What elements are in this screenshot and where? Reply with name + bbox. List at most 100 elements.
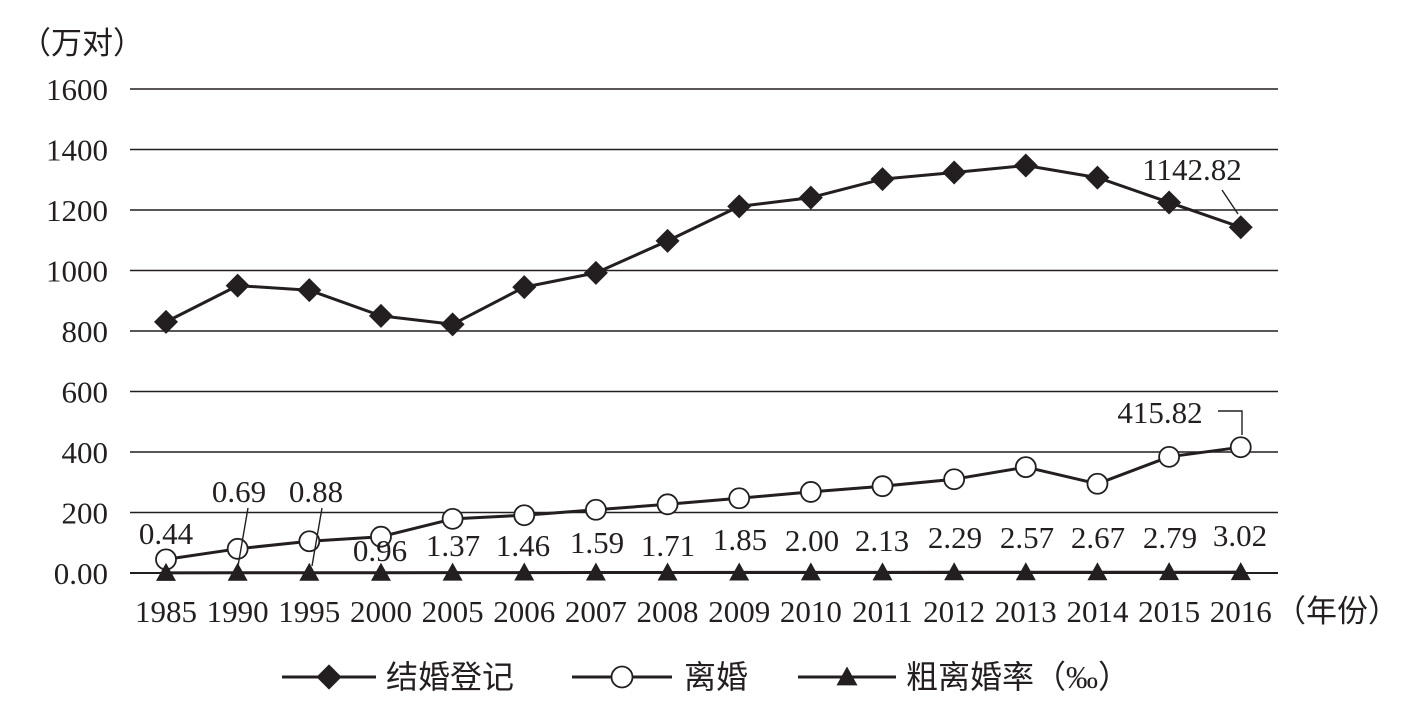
data-point-circle <box>298 530 321 553</box>
data-label: 2.57 <box>1000 520 1054 555</box>
x-tick-label: 2013 <box>995 594 1057 629</box>
data-point-diamond <box>1157 190 1182 215</box>
data-point-triangle <box>227 562 248 581</box>
y-tick-label: 200 <box>62 496 109 531</box>
data-point-triangle <box>1230 562 1251 581</box>
x-tick-label: 2011 <box>852 594 913 629</box>
leader-line <box>1221 189 1239 215</box>
legend-marker-diamond <box>316 664 342 690</box>
data-point-circle <box>1014 456 1037 479</box>
legend-label: 结婚登记 <box>386 659 514 695</box>
x-tick-label: 2010 <box>780 594 842 629</box>
data-point-triangle <box>800 562 821 581</box>
data-label: 1.37 <box>426 528 480 563</box>
data-point-triangle <box>514 562 535 581</box>
x-tick-label: 2015 <box>1138 594 1200 629</box>
x-tick-label: 2000 <box>350 594 412 629</box>
y-tick-label: 1000 <box>46 254 108 289</box>
y-tick-label: 600 <box>62 375 109 410</box>
data-point-triangle <box>729 562 750 581</box>
data-label: 1.46 <box>496 528 550 563</box>
legend: 结婚登记 离婚 粗离婚率（‰） <box>282 659 1130 695</box>
data-point-diamond <box>440 312 465 337</box>
y-axis-label: （万对） <box>20 26 144 61</box>
leader-line <box>237 507 249 567</box>
y-tick-label: 1600 <box>46 72 108 107</box>
data-point-circle <box>441 507 464 530</box>
legend-label: 离婚 <box>684 659 748 695</box>
series-group <box>154 153 1253 581</box>
x-tick-label: 2008 <box>637 594 699 629</box>
data-point-diamond <box>225 273 250 298</box>
data-point-triangle <box>299 562 320 581</box>
data-point-circle <box>370 525 392 548</box>
series-line <box>165 445 1241 561</box>
leader-line <box>311 507 323 567</box>
data-label: 2.67 <box>1071 520 1125 555</box>
leader-line <box>1218 410 1243 435</box>
data-label: 1.59 <box>570 525 624 560</box>
data-label: 2.13 <box>855 523 909 558</box>
x-tick-labels: 1985 1990 1995 2000 2005 2006 2007 2008 2009 2010… <box>135 594 1272 629</box>
data-label: 3.02 <box>1213 518 1267 553</box>
x-tick-label: 2012 <box>923 594 985 629</box>
legend-marker-circle <box>610 665 634 689</box>
x-tick-label: 2007 <box>565 594 627 629</box>
data-label: 1.71 <box>641 528 695 563</box>
annotation-label: 415.82 <box>1117 395 1202 430</box>
x-tick-label: 1985 <box>135 594 197 629</box>
y-tick-label: 1400 <box>46 133 108 168</box>
data-point-circle <box>1158 445 1180 468</box>
data-point-triangle <box>1159 562 1180 581</box>
data-label: 0.96 <box>353 533 407 568</box>
data-point-diamond <box>1085 165 1110 190</box>
data-point-diamond <box>727 194 752 219</box>
data-point-circle <box>728 487 751 510</box>
data-point-triangle <box>944 562 965 581</box>
data-point-triangle <box>156 562 176 581</box>
data-point-diamond <box>1013 153 1038 178</box>
data-point-circle <box>1229 436 1252 459</box>
data-point-triangle <box>1015 562 1036 581</box>
annotation-label: 1142.82 <box>1142 152 1242 187</box>
data-label: 0.44 <box>139 516 194 551</box>
data-label: 2.00 <box>785 523 839 558</box>
data-point-circle <box>656 493 679 516</box>
data-point-triangle <box>585 562 606 581</box>
data-point-diamond <box>154 309 178 334</box>
data-point-triangle <box>1087 562 1108 581</box>
data-point-diamond <box>942 160 967 185</box>
legend-label: 粗离婚率（‰） <box>906 659 1130 695</box>
data-point-triangle <box>657 562 678 581</box>
data-point-diamond <box>368 303 393 328</box>
x-tick-label: 2009 <box>708 594 770 629</box>
data-point-diamond <box>798 185 823 210</box>
data-point-circle <box>513 504 536 527</box>
y-tick-label: 1200 <box>46 193 108 228</box>
data-point-circle <box>585 498 607 521</box>
data-point-circle <box>799 481 822 503</box>
data-point-diamond <box>297 278 322 303</box>
data-label: 0.69 <box>212 474 266 509</box>
data-point-circle <box>1086 472 1109 495</box>
series-line <box>165 164 1242 326</box>
y-tick-labels: 0.00 200 400 600 800 1000 1200 1400 1600 <box>46 72 108 591</box>
legend-marker-triangle <box>836 666 858 686</box>
x-tick-label: 2005 <box>422 594 484 629</box>
data-point-triangle <box>442 562 463 581</box>
data-point-triangle <box>872 562 893 581</box>
x-tick-label: 1995 <box>278 594 340 629</box>
data-point-triangle <box>370 562 391 581</box>
x-axis-label: （年份） <box>1275 594 1399 629</box>
x-tick-label: 2014 <box>1066 594 1129 629</box>
y-tick-label: 400 <box>62 435 109 470</box>
data-labels: 0.44 0.69 0.88 0.96 1.37 1.46 1.59 1.71 1.85 2.00… <box>139 152 1267 568</box>
x-tick-label: 2016 <box>1210 594 1272 629</box>
y-tick-label: 0.00 <box>54 556 108 591</box>
data-label: 2.29 <box>928 520 982 555</box>
data-point-diamond <box>512 275 537 300</box>
x-tick-label: 1990 <box>207 594 269 629</box>
data-point-circle <box>226 537 249 560</box>
series-line <box>165 570 1241 575</box>
